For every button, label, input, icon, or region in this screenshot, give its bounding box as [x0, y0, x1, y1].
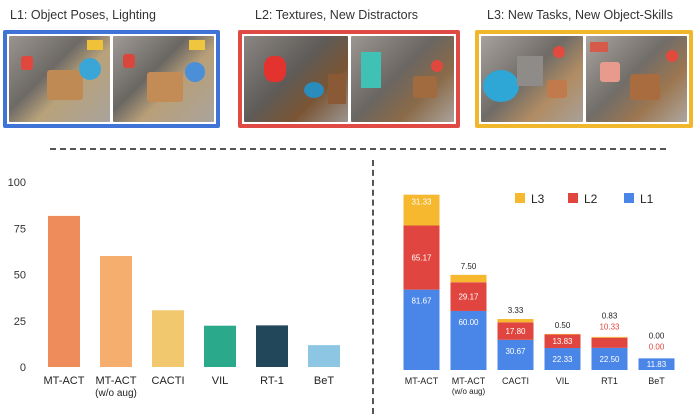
data-label: 13.83 [552, 337, 573, 346]
stacked-bar-segment [497, 322, 534, 340]
stacked-bar-segment [450, 274, 487, 283]
bar [48, 215, 80, 367]
bar [204, 325, 236, 367]
scene-photo [244, 36, 348, 122]
stacked-bar-segment [450, 282, 487, 311]
data-label: 0.00 [649, 342, 665, 351]
scene-photo [113, 36, 214, 122]
stacked-bar-segment [544, 348, 581, 370]
legend-swatch [624, 193, 634, 203]
data-label: 29.17 [458, 293, 479, 302]
data-label: 0.00 [649, 331, 665, 340]
stacked-bar-segment [403, 194, 440, 226]
panel-title-l1: L1: Object Poses, Lighting [10, 8, 156, 22]
scene-photo [9, 36, 110, 122]
stacked-bar-segment [403, 289, 440, 370]
x-tick-label: VIL [212, 375, 229, 387]
bar [308, 345, 340, 367]
data-label: 60.00 [458, 318, 479, 327]
data-label: 81.67 [411, 297, 432, 306]
y-tick-label: 75 [14, 223, 26, 235]
panel-title-l2: L2: Textures, New Distractors [255, 8, 419, 22]
x-tick-label: BeT [648, 376, 665, 386]
x-tick-label: MT-ACT [96, 375, 137, 387]
stacked-bar-segment [591, 336, 628, 338]
data-label: 10.33 [599, 323, 620, 332]
panel-title-l3: L3: New Tasks, New Object-Skills [487, 8, 673, 22]
data-label: 17.80 [505, 327, 526, 336]
stacked-bar-segment [497, 339, 534, 370]
bar [256, 325, 288, 367]
bar [100, 256, 132, 367]
x-tick-label: RT-1 [260, 375, 284, 387]
data-label: 22.50 [599, 355, 620, 364]
data-label: 30.67 [505, 347, 526, 356]
x-tick-label: BeT [314, 375, 334, 387]
x-tick-label: MT-ACT [44, 375, 85, 387]
vertical-divider [372, 160, 374, 414]
data-label: 11.83 [647, 360, 667, 369]
y-tick-label: 100 [8, 177, 26, 189]
stacked-bar-segment [591, 337, 628, 348]
scene-photo [350, 36, 454, 122]
y-tick-label: 50 [14, 270, 26, 282]
x-tick-label: RT1 [601, 376, 618, 386]
legend-label: L1 [640, 192, 654, 206]
data-label: 7.50 [461, 262, 477, 271]
scene-photo [585, 36, 687, 122]
legend-label: L3 [531, 192, 545, 206]
data-label: 65.17 [411, 254, 432, 263]
legend-swatch [568, 193, 578, 203]
stacked-bar-segment [450, 310, 487, 370]
horizontal-divider [50, 148, 666, 150]
x-tick-label: CACTI [152, 375, 185, 387]
bar [152, 310, 184, 367]
stacked-bar-segment [403, 225, 440, 290]
panel-l3-images [475, 30, 693, 128]
panel-l2-images [238, 30, 460, 128]
stacked-bar-segment [544, 334, 581, 349]
scene-photo [481, 36, 583, 122]
x-tick-label: MT-ACT [452, 376, 486, 386]
x-tick-label: VIL [556, 376, 570, 386]
legend-label: L2 [584, 192, 598, 206]
x-tick-label: (w/o aug) [452, 387, 486, 396]
data-label: 0.50 [555, 321, 571, 330]
data-label: 0.83 [602, 312, 618, 321]
x-tick-label: CACTI [502, 376, 529, 386]
stacked-bar-segment [497, 319, 534, 323]
legend-swatch [515, 193, 525, 203]
data-label: 22.33 [552, 355, 573, 364]
data-label: 3.33 [508, 306, 524, 315]
y-tick-label: 0 [20, 362, 26, 374]
panel-l1-images [3, 30, 220, 128]
stacked-bar-segment [638, 358, 675, 370]
x-tick-label: MT-ACT [405, 376, 439, 386]
x-tick-label: (w/o aug) [95, 388, 137, 399]
data-label: 31.33 [411, 198, 432, 207]
stacked-bar-segment [591, 347, 628, 370]
y-tick-label: 25 [14, 316, 26, 328]
